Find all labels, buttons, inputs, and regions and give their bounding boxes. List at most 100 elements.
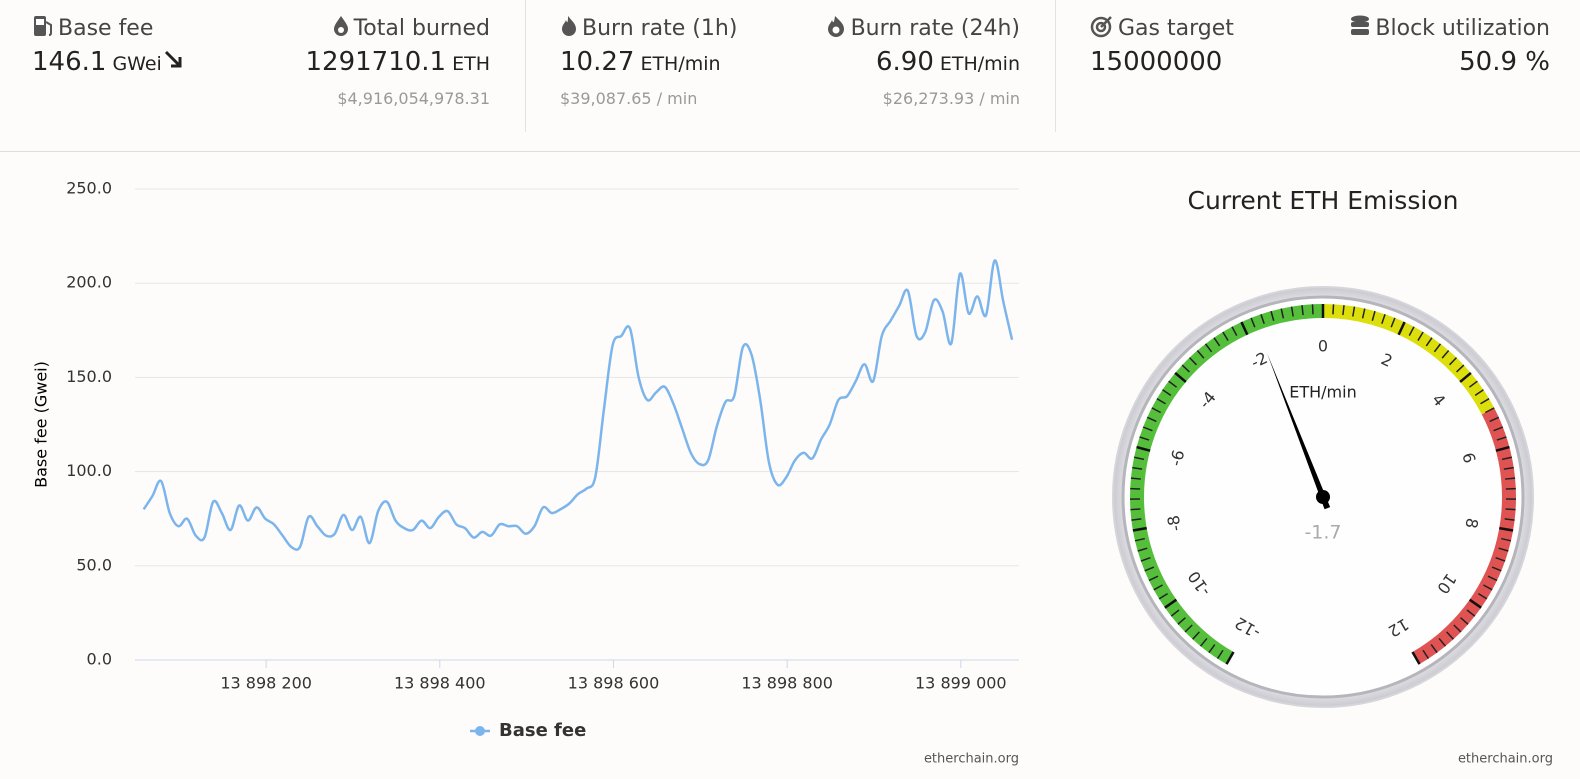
gauge-band xyxy=(1323,304,1495,415)
label: Base fee xyxy=(58,16,154,41)
x-tick-label: 13 898 200 xyxy=(220,674,312,693)
major-tick xyxy=(1397,321,1406,336)
unit: ETH xyxy=(452,53,490,75)
minor-tick xyxy=(1438,637,1447,647)
sub-value: $26,273.93 / min xyxy=(882,89,1020,108)
minor-tick xyxy=(1441,350,1450,359)
label: Block utilization xyxy=(1375,16,1550,41)
minor-tick xyxy=(1148,575,1159,582)
legend-marker xyxy=(475,726,485,736)
minor-tick xyxy=(1468,380,1478,388)
icon xyxy=(562,16,576,36)
minor-tick xyxy=(1153,584,1163,591)
minor-tick xyxy=(1134,537,1145,542)
value: 15000000 xyxy=(1090,47,1223,77)
icon xyxy=(333,16,348,36)
minor-tick xyxy=(1430,644,1438,654)
minor-tick xyxy=(1381,314,1386,324)
gauge-tick-label: 8 xyxy=(1461,517,1481,530)
stat: Burn rate (1h) 10.27 ETH/min $39,087.65 /… xyxy=(560,14,737,108)
gauge-unit: ETH/min xyxy=(1289,383,1356,402)
minor-tick xyxy=(1130,508,1141,511)
major-tick xyxy=(1495,445,1510,452)
x-tick-label: 13 898 600 xyxy=(568,674,660,693)
stat: Gas target 15000000 xyxy=(1090,14,1234,77)
gauge-pivot xyxy=(1316,490,1330,504)
minor-tick xyxy=(1493,426,1504,432)
minor-tick xyxy=(1146,416,1157,423)
major-tick xyxy=(1225,651,1235,665)
minor-tick xyxy=(1162,389,1172,396)
minor-tick xyxy=(1301,305,1304,316)
stat-label: Base fee xyxy=(32,14,186,41)
major-tick xyxy=(1240,321,1249,336)
gauge-tick-label: -8 xyxy=(1164,514,1185,533)
minor-tick xyxy=(1133,456,1145,461)
minor-tick xyxy=(1231,326,1238,336)
minor-tick xyxy=(1371,310,1376,321)
minor-tick xyxy=(1260,314,1265,324)
minor-tick xyxy=(1483,584,1493,591)
value: 146.1 xyxy=(32,47,107,77)
minor-tick xyxy=(1188,357,1197,366)
label: Burn rate (1h) xyxy=(582,16,738,41)
minor-tick xyxy=(1204,343,1213,353)
minor-tick xyxy=(1361,308,1366,319)
label: Total burned xyxy=(353,16,490,41)
x-tick-label: 13 898 400 xyxy=(394,674,486,693)
minor-tick xyxy=(1408,326,1415,336)
value: 50.9 % xyxy=(1459,47,1550,77)
minor-tick xyxy=(1501,456,1513,461)
minor-tick xyxy=(1250,317,1256,328)
minor-tick xyxy=(1192,631,1200,640)
major-tick xyxy=(1459,371,1472,383)
major-tick xyxy=(1468,598,1482,609)
minor-tick xyxy=(1489,416,1500,423)
minor-tick xyxy=(1144,566,1155,572)
major-tick xyxy=(1174,371,1187,383)
minor-tick xyxy=(1484,407,1495,414)
minor-tick xyxy=(1280,308,1285,319)
minor-tick xyxy=(1505,477,1516,480)
y-tick-label: 150.0 xyxy=(66,367,112,386)
major-tick xyxy=(1164,598,1178,609)
gauge-band xyxy=(1412,407,1517,665)
y-tick-label: 50.0 xyxy=(76,555,112,574)
minor-tick xyxy=(1130,477,1141,480)
minor-tick xyxy=(1270,310,1275,321)
major-tick xyxy=(1411,651,1421,665)
minor-tick xyxy=(1332,304,1335,315)
minor-tick xyxy=(1290,306,1294,317)
stat: Block utilization 50.9 % xyxy=(1349,14,1550,77)
x-tick-label: 13 899 000 xyxy=(915,674,1007,693)
major-tick xyxy=(1136,445,1151,452)
divider xyxy=(0,151,1580,152)
stat: Total burned 1291710.1 ETH $4,916,054,978… xyxy=(305,14,490,108)
label: Gas target xyxy=(1118,16,1234,41)
minor-tick xyxy=(1132,466,1143,470)
y-tick-label: 250.0 xyxy=(66,179,112,198)
separator xyxy=(1055,0,1056,132)
minor-tick xyxy=(1433,343,1442,353)
charts: 0.0 50.0 100.0 150.0 200.0 250.0 13 898 200 13 … xyxy=(32,179,1554,767)
separator xyxy=(525,0,526,132)
minor-tick xyxy=(1170,609,1180,617)
minor-tick xyxy=(1222,331,1229,341)
minor-tick xyxy=(1456,364,1465,373)
minor-tick xyxy=(1213,337,1221,347)
minor-tick xyxy=(1498,547,1509,552)
gauge-value: -1.7 xyxy=(1304,522,1341,544)
minor-tick xyxy=(1496,436,1507,441)
value: 6.90 xyxy=(875,47,934,77)
minor-tick xyxy=(1446,631,1454,640)
y-tick-label: 100.0 xyxy=(66,461,112,480)
gauge-tick-label: -2 xyxy=(1248,348,1270,372)
minor-tick xyxy=(1140,557,1151,562)
minor-tick xyxy=(1311,304,1314,315)
minor-tick xyxy=(1216,649,1224,660)
x-tick-label: 13 898 800 xyxy=(741,674,833,693)
icon xyxy=(1090,16,1112,38)
unit: ETH/min xyxy=(640,53,721,75)
y-tick-label: 200.0 xyxy=(66,273,112,292)
